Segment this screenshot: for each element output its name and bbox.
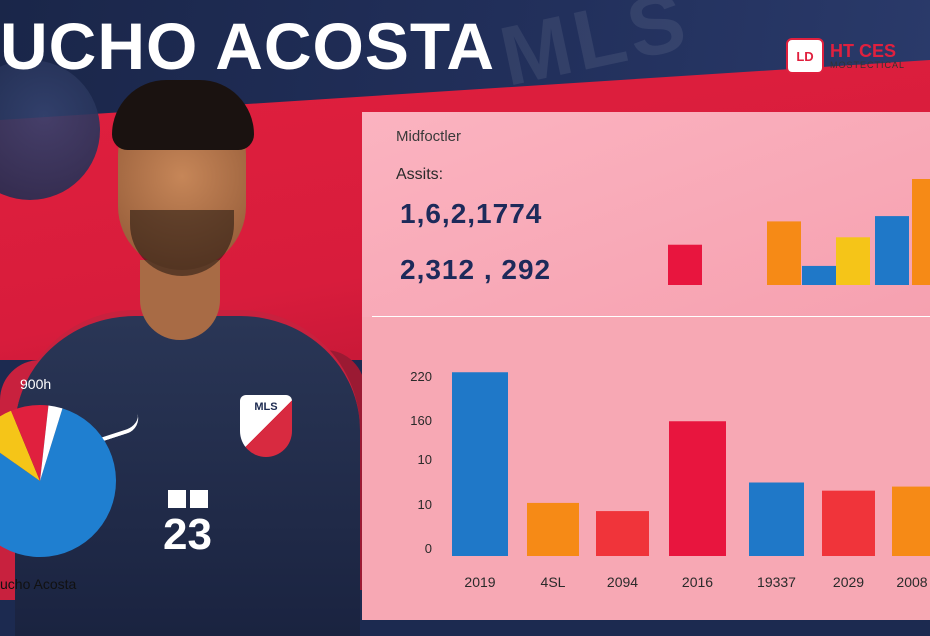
x-tick-label: 2019 xyxy=(464,574,495,590)
page-title: UCHO ACOSTA xyxy=(0,9,495,83)
player-name-caption: ucho Acosta xyxy=(0,576,77,592)
mini-bar xyxy=(836,237,870,285)
stat-value-2: 2,312 , 292 xyxy=(400,254,552,285)
pie-slice xyxy=(0,408,116,557)
pie-slice xyxy=(0,410,40,481)
bar xyxy=(452,372,508,556)
bar xyxy=(669,421,726,556)
x-tick-label: 2094 xyxy=(607,574,638,590)
bar xyxy=(596,511,649,556)
brand-logo: LD HT CES MOSTECTICAL xyxy=(786,38,905,74)
mini-bar xyxy=(668,244,702,285)
logo-title: HT CES xyxy=(830,41,897,61)
x-tick-label: 2008 xyxy=(896,574,927,590)
y-tick-label: 0 xyxy=(425,541,432,556)
logo-subtitle: MOSTECTICAL xyxy=(830,60,906,70)
bar xyxy=(892,486,930,556)
x-tick-label: 2029 xyxy=(833,574,864,590)
logo-mark-icon: LD xyxy=(786,38,824,74)
mini-bar xyxy=(767,221,801,285)
pie-slice xyxy=(40,405,63,481)
panel-divider xyxy=(372,316,930,317)
pie-chart xyxy=(0,405,116,557)
y-tick-label: 220 xyxy=(410,369,432,384)
mini-bar xyxy=(802,265,836,285)
mini-bar-chart xyxy=(668,179,930,285)
main-bar-chart: 220 160 10 10 0 2019 4SL 2094 2016 19337 2029 2008 xyxy=(410,369,930,590)
x-tick-label: 19337 xyxy=(757,574,796,590)
player-hair xyxy=(112,80,254,150)
x-tick-label: 2016 xyxy=(682,574,713,590)
jersey-number-squares xyxy=(168,490,208,508)
x-tick-label: 4SL xyxy=(541,574,566,590)
bar xyxy=(749,482,804,556)
player-role: Midfoctler xyxy=(396,128,462,145)
mini-bar xyxy=(875,216,909,285)
jersey-number: 23 xyxy=(163,510,212,559)
team-crest-icon: MLS xyxy=(240,395,292,457)
pie-label: 900h xyxy=(20,376,52,392)
assists-label: Assits: xyxy=(396,166,444,183)
bar xyxy=(527,502,579,556)
stat-value-1: 1,6,2,1774 xyxy=(400,198,543,229)
y-tick-label: 10 xyxy=(418,452,432,467)
bar xyxy=(822,490,875,556)
y-tick-label: 10 xyxy=(418,497,432,512)
mini-bar xyxy=(912,179,930,285)
pie-slice xyxy=(11,405,49,481)
y-tick-label: 160 xyxy=(410,413,432,428)
